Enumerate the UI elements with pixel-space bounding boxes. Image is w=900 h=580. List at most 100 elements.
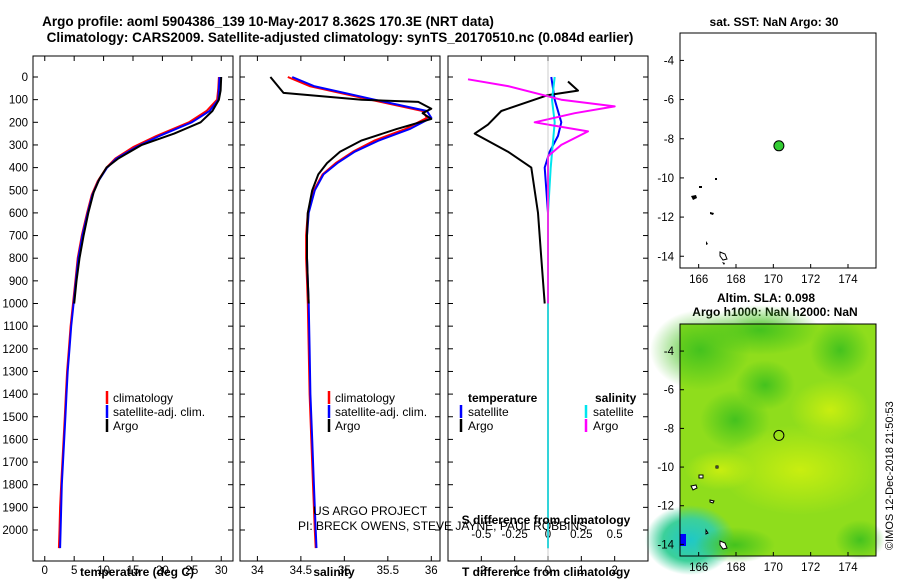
sla-heatmap [645, 305, 885, 575]
series-line-argo [269, 76, 433, 304]
depth-tick-label: 1300 [2, 366, 28, 378]
longitude-tick-label: 168 [726, 562, 745, 574]
x-tick-label: 15 [127, 565, 140, 577]
sla-map-axes: 166 168 170 172 174 -4 -6 -8 -10 -12 -14 [657, 346, 858, 574]
depth-tick-label: 500 [9, 185, 28, 197]
depth-tick-label: 1000 [2, 299, 28, 311]
depth-tick-label: 1900 [2, 502, 28, 514]
latitude-tick-label: -6 [664, 95, 674, 107]
depth-tick-label: 700 [9, 231, 28, 243]
island-outline [722, 262, 725, 265]
x-tick-label: 5 [71, 565, 77, 577]
series-line-t-argo [473, 80, 579, 304]
latitude-tick-label: -12 [657, 212, 674, 224]
longitude-tick-label: 172 [801, 274, 820, 286]
float-position-marker [773, 140, 785, 152]
difference-x-axis: -2 -1 0 1 2-0.5 -0.25 0 0.25 0.5 [471, 56, 623, 577]
temperature-panel-frame [32, 55, 234, 562]
temperature-series [57, 76, 223, 549]
island-outline [691, 195, 697, 200]
plot-title-line-2: Climatology: CARS2009. Satellite-adjuste… [47, 30, 634, 45]
x-tick-label: 20 [156, 565, 169, 577]
sla-region [720, 425, 880, 515]
island-outline [699, 186, 702, 188]
imos-watermark: ©IMOS 12-Dec-2018 21:50:53 [884, 401, 896, 550]
depth-tick-label: 800 [9, 253, 28, 265]
longitude-tick-label: 170 [764, 274, 783, 286]
depth-tick-label: 1700 [2, 457, 28, 469]
island-outline [715, 178, 717, 180]
legend-label-argo: Argo [335, 419, 361, 433]
x-tick-label: 25 [185, 565, 198, 577]
x-tick-label: 35 [338, 565, 351, 577]
legend-label-satellite: satellite-adj. clim. [113, 405, 205, 419]
sla-region [810, 320, 870, 380]
depth-tick-label: 1400 [2, 389, 28, 401]
depth-tick-label: 0 [22, 72, 28, 84]
s-difference-axis-label: S difference from climatology [462, 513, 631, 527]
sla-region [685, 450, 755, 490]
longitude-tick-label: 170 [764, 562, 783, 574]
longitude-tick-label: 166 [689, 562, 708, 574]
latitude-tick-label: -12 [657, 501, 674, 513]
depth-tick-label: 1200 [2, 344, 28, 356]
x-tick-label: 35.5 [377, 565, 399, 577]
sla-map-title-1: Altim. SLA: 0.098 [717, 291, 815, 305]
legend-label-satellite: satellite-adj. clim. [335, 405, 427, 419]
depth-tick-label: 1800 [2, 480, 28, 492]
plot-title-line-1: Argo profile: aoml 5904386_139 10-May-20… [42, 14, 494, 29]
x-tick-label: 34 [251, 565, 264, 577]
sst-map-title: sat. SST: NaN Argo: 30 [710, 15, 839, 29]
s-diff-tick-label: 0.25 [570, 529, 592, 541]
longitude-tick-label: 166 [689, 274, 708, 286]
latitude-tick-label: -4 [664, 346, 675, 358]
sla-low-patch [680, 534, 686, 546]
depth-tick-label: 600 [9, 208, 28, 220]
latitude-tick-label: -8 [664, 423, 674, 435]
island-outline [690, 484, 698, 491]
island-outline [705, 528, 709, 535]
latitude-tick-label: -14 [657, 539, 674, 551]
depth-tick-label: 100 [9, 95, 28, 107]
salinity-axis-label: salinity [313, 565, 355, 579]
x-tick-label: 10 [97, 565, 110, 577]
s-diff-tick-label: -0.25 [502, 529, 528, 541]
float-position-marker [773, 429, 785, 441]
island-outline [709, 499, 715, 504]
credits-pi: PI: BRECK OWENS, STEVE JAYNE, PAUL ROBBI… [298, 519, 587, 533]
temperature-axis-label: temperature (deg C) [80, 565, 194, 579]
longitude-tick-label: 174 [838, 562, 858, 574]
salinity-panel-frame [239, 55, 441, 562]
x-tick-label: 2 [611, 565, 617, 577]
depth-tick-label: 400 [9, 163, 28, 175]
difference-series [467, 56, 616, 561]
temperature-x-axis: 0 5 10 15 20 25 30 [42, 56, 228, 577]
series-line-argo [73, 76, 223, 304]
sla-map-frame [679, 323, 877, 557]
x-tick-label: 30 [215, 565, 228, 577]
salinity-series [269, 76, 433, 549]
depth-tick-label: 1100 [3, 321, 28, 333]
island-outline [719, 251, 728, 261]
s-diff-tick-label: -0.5 [471, 529, 491, 541]
salinity-x-axis: 34 34.5 35 35.5 36 [251, 56, 438, 577]
island-outline [706, 241, 708, 245]
x-tick-label: 34.5 [290, 565, 312, 577]
sst-map-axes: 166 168 170 172 174 -4 -6 -8 -10 -12 -14 [657, 55, 858, 286]
latitude-tick-label: -6 [664, 385, 674, 397]
x-tick-label: 0 [42, 565, 48, 577]
legend-label-t-satellite: satellite [468, 405, 509, 419]
latitude-tick-label: -10 [657, 462, 674, 474]
sla-region [835, 520, 885, 560]
legend-label-s-satellite: satellite [593, 405, 634, 419]
legend-label-climatology: climatology [113, 391, 173, 405]
legend-label-climatology: climatology [335, 391, 395, 405]
x-tick-label: 36 [425, 565, 438, 577]
depth-axis: 0 100 200 300 400 500 600 700 800 900 1000 1100 1200… [2, 72, 648, 537]
series-line-satellite-adj-clim- [291, 76, 433, 549]
depth-tick-label: 900 [9, 276, 28, 288]
s-diff-tick-label: 0.5 [607, 529, 623, 541]
island-outline [715, 465, 719, 469]
longitude-tick-label: 174 [838, 274, 858, 286]
